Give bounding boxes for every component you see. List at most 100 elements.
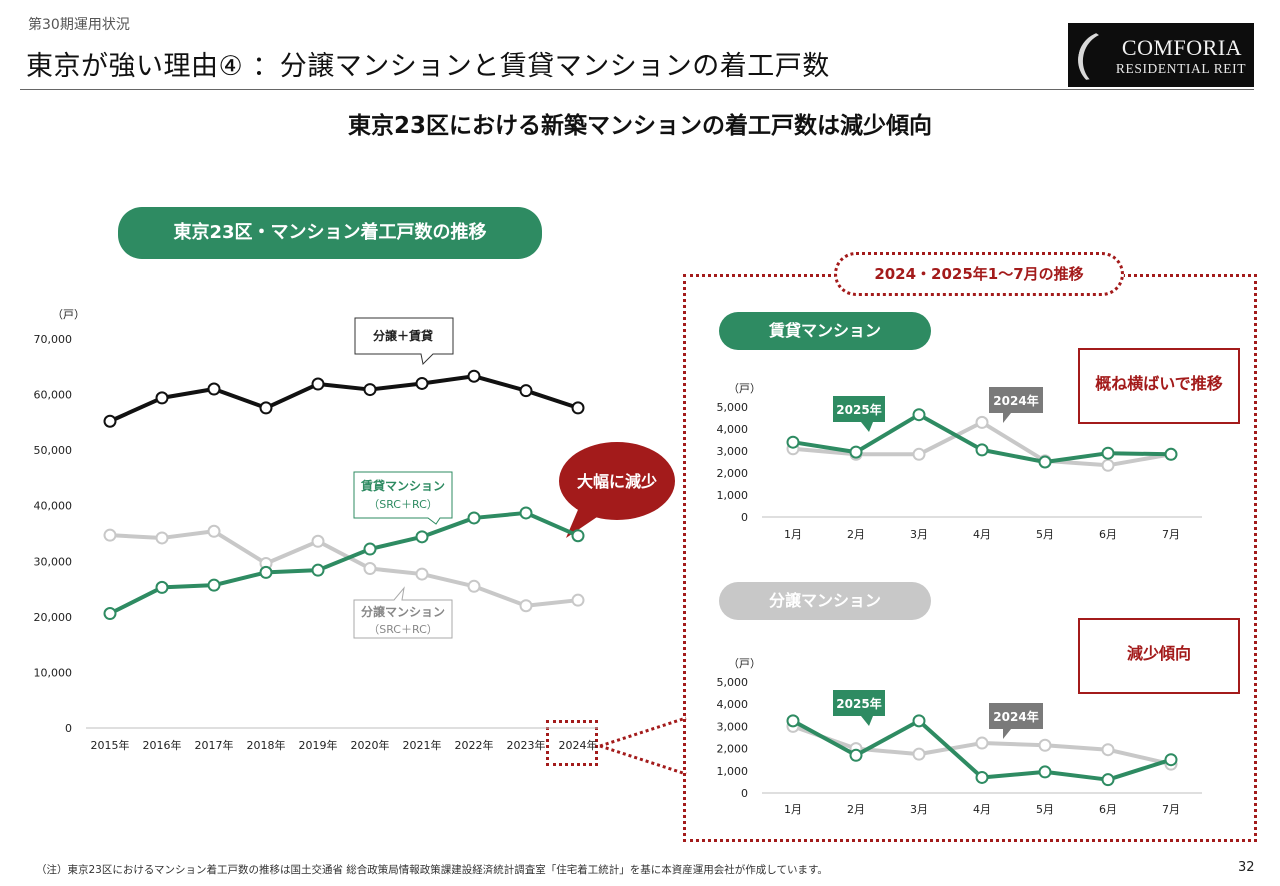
main-data-point bbox=[571, 401, 585, 415]
rent-data-point bbox=[1038, 455, 1052, 469]
sale-data-point bbox=[1101, 773, 1115, 787]
main-data-point bbox=[311, 534, 325, 548]
main-data-point bbox=[207, 382, 221, 396]
main-y-tick-label: 30,000 bbox=[34, 555, 73, 568]
main-data-point bbox=[363, 562, 377, 576]
sale-tag-2025-shape bbox=[833, 690, 885, 726]
page-title: 東京が強い理由④ ：分譲マンションと賃貸マンションの着工戸数 bbox=[26, 51, 830, 82]
main-x-tick-label: 2016年 bbox=[143, 738, 182, 752]
rent-callout-box bbox=[353, 471, 453, 525]
sale-x-tick-label: 4月 bbox=[973, 803, 991, 816]
main-data-point bbox=[571, 529, 585, 543]
main-data-point bbox=[363, 383, 377, 397]
title-divider bbox=[20, 89, 1254, 90]
sale-x-tick-label: 5月 bbox=[1036, 803, 1054, 816]
main-x-tick-label: 2019年 bbox=[299, 738, 338, 752]
rent-callout-line2: （SRC＋RC） bbox=[368, 498, 438, 511]
main-chart-title: 東京23区・マンション着工戸数の推移 bbox=[118, 207, 542, 259]
rent-unit-label: （戸） bbox=[728, 382, 761, 395]
main-data-point bbox=[103, 607, 117, 621]
rent-callout-line1: 賃貸マンション bbox=[360, 478, 445, 493]
rent-y-tick-label: 4,000 bbox=[717, 423, 749, 436]
main-y-tick-label: 60,000 bbox=[34, 389, 73, 402]
main-data-point bbox=[311, 563, 325, 577]
sale-y-tick-label: 5,000 bbox=[717, 676, 749, 689]
sale-callout-line1: 分譲マンション bbox=[361, 604, 445, 619]
main-data-point bbox=[415, 567, 429, 581]
sale-y-tick-label: 1,000 bbox=[717, 765, 749, 778]
page-number: 32 bbox=[1238, 860, 1255, 875]
sale-x-tick-label: 7月 bbox=[1162, 803, 1180, 816]
connector-line-top bbox=[599, 716, 687, 748]
sale-data-point bbox=[1101, 743, 1115, 757]
sale-data-point bbox=[975, 770, 989, 784]
main-data-point bbox=[207, 524, 221, 538]
highlight-2024-box bbox=[546, 720, 598, 766]
main-y-tick-label: 50,000 bbox=[34, 444, 73, 457]
main-data-point bbox=[155, 580, 169, 594]
monthly-period-label: 2024・2025年1～7月の推移 bbox=[834, 252, 1124, 296]
main-data-point bbox=[519, 384, 533, 398]
main-y-tick-label: 20,000 bbox=[34, 611, 73, 624]
logo-text-main: COMFORIA bbox=[1121, 35, 1243, 60]
main-data-point bbox=[519, 506, 533, 520]
decrease-bubble: 大幅に減少 bbox=[559, 442, 675, 538]
sale-data-point bbox=[912, 714, 926, 728]
total-callout-text: 分譲＋賃貸 bbox=[373, 328, 433, 343]
sale-tag-2025-text: 2025年 bbox=[836, 696, 881, 711]
sale-data-point bbox=[1164, 753, 1178, 767]
main-unit-label: （戸） bbox=[52, 308, 85, 321]
rent-y-tick-label: 1,000 bbox=[717, 489, 749, 502]
main-data-point bbox=[311, 377, 325, 391]
rent-tag-2024: 2024年 bbox=[989, 387, 1043, 423]
rent-data-point bbox=[912, 408, 926, 422]
sale-y-tick-label: 3,000 bbox=[717, 720, 749, 733]
sale-trend-callout: 減少傾向 bbox=[1078, 618, 1240, 694]
rent-x-tick-label: 7月 bbox=[1162, 528, 1180, 541]
main-x-tick-label: 2017年 bbox=[195, 738, 234, 752]
footnote: （注）東京23区におけるマンション着工戸数の推移は国土交通省 総合政策局情報政策… bbox=[36, 864, 828, 876]
connector-line-bottom bbox=[599, 744, 687, 776]
rent-tag-2025-text: 2025年 bbox=[836, 402, 881, 417]
rent-data-point bbox=[786, 435, 800, 449]
rent-y-tick-label: 0 bbox=[741, 511, 748, 524]
rent-chart-title: 賃貸マンション bbox=[719, 312, 931, 350]
main-y-tick-label: 70,000 bbox=[34, 333, 73, 346]
main-data-point bbox=[519, 599, 533, 613]
main-data-point bbox=[467, 511, 481, 525]
sale-tag-2024-text: 2024年 bbox=[993, 709, 1038, 724]
decrease-bubble-shape bbox=[559, 442, 675, 520]
sale-y-tick-label: 0 bbox=[741, 787, 748, 800]
rent-x-tick-label: 2月 bbox=[847, 528, 865, 541]
sale-unit-label: （戸） bbox=[728, 657, 761, 670]
sale-data-point bbox=[912, 747, 926, 761]
main-data-point bbox=[259, 565, 273, 579]
main-series-line bbox=[109, 510, 579, 616]
main-data-point bbox=[363, 542, 377, 556]
sale-tag-2024-shape bbox=[989, 703, 1043, 739]
main-data-point bbox=[571, 593, 585, 607]
sale-y-tick-label: 4,000 bbox=[717, 698, 749, 711]
sale-callout-line2: （SRC＋RC） bbox=[368, 623, 438, 636]
rent-x-tick-label: 4月 bbox=[973, 528, 991, 541]
rent-data-point bbox=[975, 443, 989, 457]
main-x-tick-label: 2021年 bbox=[403, 738, 442, 752]
total-callout-box bbox=[354, 317, 454, 366]
sale-data-point bbox=[975, 736, 989, 750]
sale-tag-2024: 2024年 bbox=[989, 703, 1043, 739]
company-logo: COMFORIA RESIDENTIAL REIT bbox=[1068, 23, 1254, 95]
rent-data-point bbox=[1101, 458, 1115, 472]
main-x-tick-label: 2022年 bbox=[455, 738, 494, 752]
decrease-bubble-tail bbox=[566, 505, 600, 538]
rent-x-tick-label: 5月 bbox=[1036, 528, 1054, 541]
rent-data-point bbox=[912, 447, 926, 461]
main-x-tick-label: 2015年 bbox=[91, 738, 130, 752]
rent-callout: 賃貸マンション （SRC＋RC） bbox=[353, 471, 453, 525]
rent-tag-2025: 2025年 bbox=[833, 396, 885, 432]
sale-callout-box bbox=[353, 586, 453, 639]
sale-x-tick-label: 3月 bbox=[910, 803, 928, 816]
rent-y-tick-label: 3,000 bbox=[717, 445, 749, 458]
headline: 東京23区における新築マンションの着工戸数は減少傾向 bbox=[347, 113, 932, 139]
main-data-point bbox=[103, 528, 117, 542]
